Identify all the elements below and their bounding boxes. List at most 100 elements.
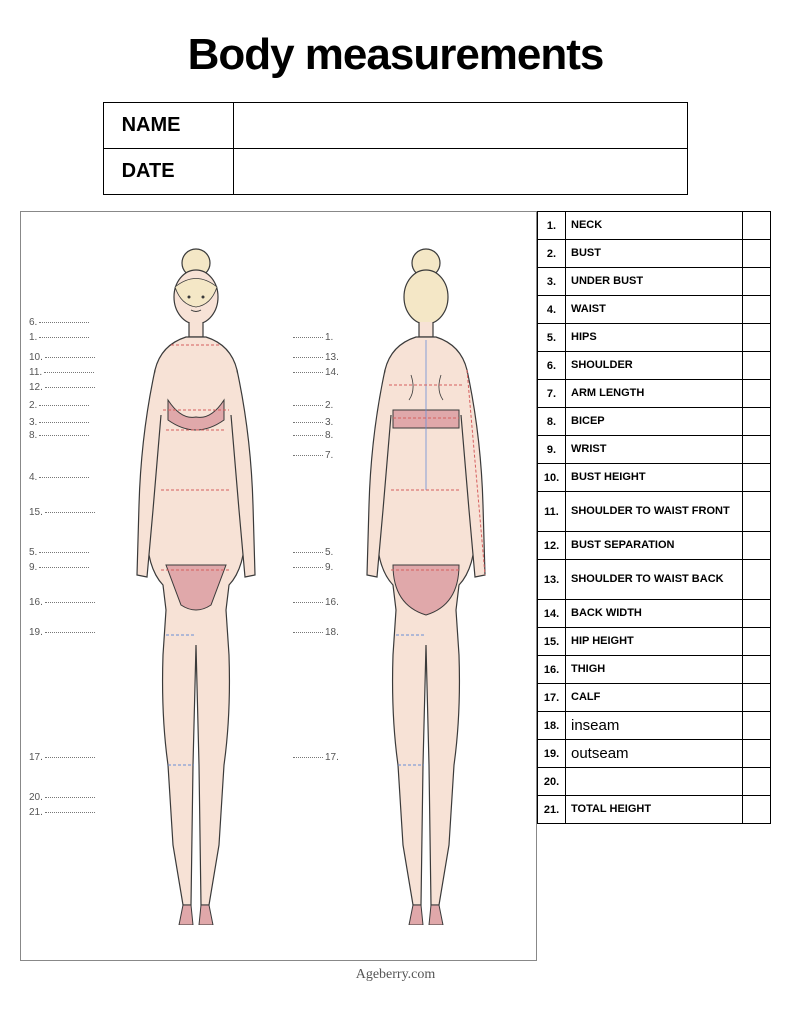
row-number: 15. xyxy=(538,628,566,656)
table-row: 21.TOTAL HEIGHT xyxy=(538,796,771,824)
row-value-field[interactable] xyxy=(743,684,771,712)
row-value-field[interactable] xyxy=(743,240,771,268)
row-value-field[interactable] xyxy=(743,768,771,796)
row-value-field[interactable] xyxy=(743,740,771,768)
diagram-marker: 14. xyxy=(291,367,339,378)
row-value-field[interactable] xyxy=(743,492,771,532)
row-number: 19. xyxy=(538,740,566,768)
diagram-marker: 16. xyxy=(291,597,339,608)
page-title: Body measurements xyxy=(20,30,771,80)
diagram-marker: 6. xyxy=(29,317,91,328)
diagram-marker: 1. xyxy=(29,332,91,343)
row-number: 1. xyxy=(538,212,566,240)
row-number: 3. xyxy=(538,268,566,296)
table-row: 8.BICEP xyxy=(538,408,771,436)
row-value-field[interactable] xyxy=(743,712,771,740)
diagram-marker: 9. xyxy=(29,562,91,573)
row-label: SHOULDER TO WAIST FRONT xyxy=(566,492,743,532)
table-row: 4.WAIST xyxy=(538,296,771,324)
figure-front xyxy=(111,245,281,925)
row-value-field[interactable] xyxy=(743,628,771,656)
date-field[interactable] xyxy=(233,149,688,195)
diagram-marker: 17. xyxy=(29,752,97,763)
row-label: TOTAL HEIGHT xyxy=(566,796,743,824)
row-label: HIP HEIGHT xyxy=(566,628,743,656)
table-row: 13.SHOULDER TO WAIST BACK xyxy=(538,560,771,600)
row-value-field[interactable] xyxy=(743,212,771,240)
diagram-marker: 5. xyxy=(291,547,333,558)
diagram-marker: 11. xyxy=(29,367,96,378)
row-label: NECK xyxy=(566,212,743,240)
row-value-field[interactable] xyxy=(743,464,771,492)
row-number: 7. xyxy=(538,380,566,408)
row-value-field[interactable] xyxy=(743,408,771,436)
row-label xyxy=(566,768,743,796)
diagram-marker: 2. xyxy=(291,400,333,411)
diagram-marker: 3. xyxy=(291,417,333,428)
diagram-marker: 4. xyxy=(29,472,91,483)
row-label: UNDER BUST xyxy=(566,268,743,296)
row-number: 18. xyxy=(538,712,566,740)
row-label: BUST xyxy=(566,240,743,268)
row-label: WRIST xyxy=(566,436,743,464)
diagram-marker: 21. xyxy=(29,807,97,818)
row-number: 4. xyxy=(538,296,566,324)
row-number: 20. xyxy=(538,768,566,796)
row-value-field[interactable] xyxy=(743,268,771,296)
row-value-field[interactable] xyxy=(743,656,771,684)
row-number: 2. xyxy=(538,240,566,268)
row-value-field[interactable] xyxy=(743,796,771,824)
row-number: 12. xyxy=(538,532,566,560)
table-row: 6.SHOULDER xyxy=(538,352,771,380)
row-number: 10. xyxy=(538,464,566,492)
table-row: 11.SHOULDER TO WAIST FRONT xyxy=(538,492,771,532)
table-row: 12.BUST SEPARATION xyxy=(538,532,771,560)
row-value-field[interactable] xyxy=(743,560,771,600)
diagram-marker: 9. xyxy=(291,562,333,573)
diagram-marker: 7. xyxy=(291,450,333,461)
diagram-marker: 13. xyxy=(291,352,339,363)
row-label: BACK WIDTH xyxy=(566,600,743,628)
row-value-field[interactable] xyxy=(743,380,771,408)
diagram-marker: 20. xyxy=(29,792,97,803)
table-row: 7.ARM LENGTH xyxy=(538,380,771,408)
row-value-field[interactable] xyxy=(743,532,771,560)
diagram-marker: 10. xyxy=(29,352,97,363)
table-row: 9.WRIST xyxy=(538,436,771,464)
row-label: SHOULDER TO WAIST BACK xyxy=(566,560,743,600)
row-label: BUST SEPARATION xyxy=(566,532,743,560)
name-label: NAME xyxy=(103,103,233,149)
row-label: ARM LENGTH xyxy=(566,380,743,408)
diagram-marker: 18. xyxy=(291,627,339,638)
row-label: SHOULDER xyxy=(566,352,743,380)
diagram-marker: 3. xyxy=(29,417,91,428)
row-label: THIGH xyxy=(566,656,743,684)
row-label: CALF xyxy=(566,684,743,712)
row-number: 17. xyxy=(538,684,566,712)
table-row: 17.CALF xyxy=(538,684,771,712)
row-value-field[interactable] xyxy=(743,296,771,324)
table-row: 10.BUST HEIGHT xyxy=(538,464,771,492)
table-row: 19.outseam xyxy=(538,740,771,768)
row-number: 9. xyxy=(538,436,566,464)
row-number: 5. xyxy=(538,324,566,352)
row-label: outseam xyxy=(566,740,743,768)
diagram-marker: 19. xyxy=(29,627,97,638)
row-number: 6. xyxy=(538,352,566,380)
row-value-field[interactable] xyxy=(743,600,771,628)
table-row: 2.BUST xyxy=(538,240,771,268)
diagram-marker: 8. xyxy=(291,430,333,441)
row-value-field[interactable] xyxy=(743,352,771,380)
name-field[interactable] xyxy=(233,103,688,149)
measurements-table: 1.NECK2.BUST3.UNDER BUST4.WAIST5.HIPS6.S… xyxy=(537,211,771,824)
diagram-marker: 8. xyxy=(29,430,91,441)
diagram-marker: 5. xyxy=(29,547,91,558)
row-value-field[interactable] xyxy=(743,324,771,352)
row-number: 11. xyxy=(538,492,566,532)
row-value-field[interactable] xyxy=(743,436,771,464)
footer-credit: Ageberry.com xyxy=(20,967,771,983)
table-row: 15.HIP HEIGHT xyxy=(538,628,771,656)
table-row: 5.HIPS xyxy=(538,324,771,352)
diagram-marker: 1. xyxy=(291,332,333,343)
diagram-marker: 15. xyxy=(29,507,97,518)
